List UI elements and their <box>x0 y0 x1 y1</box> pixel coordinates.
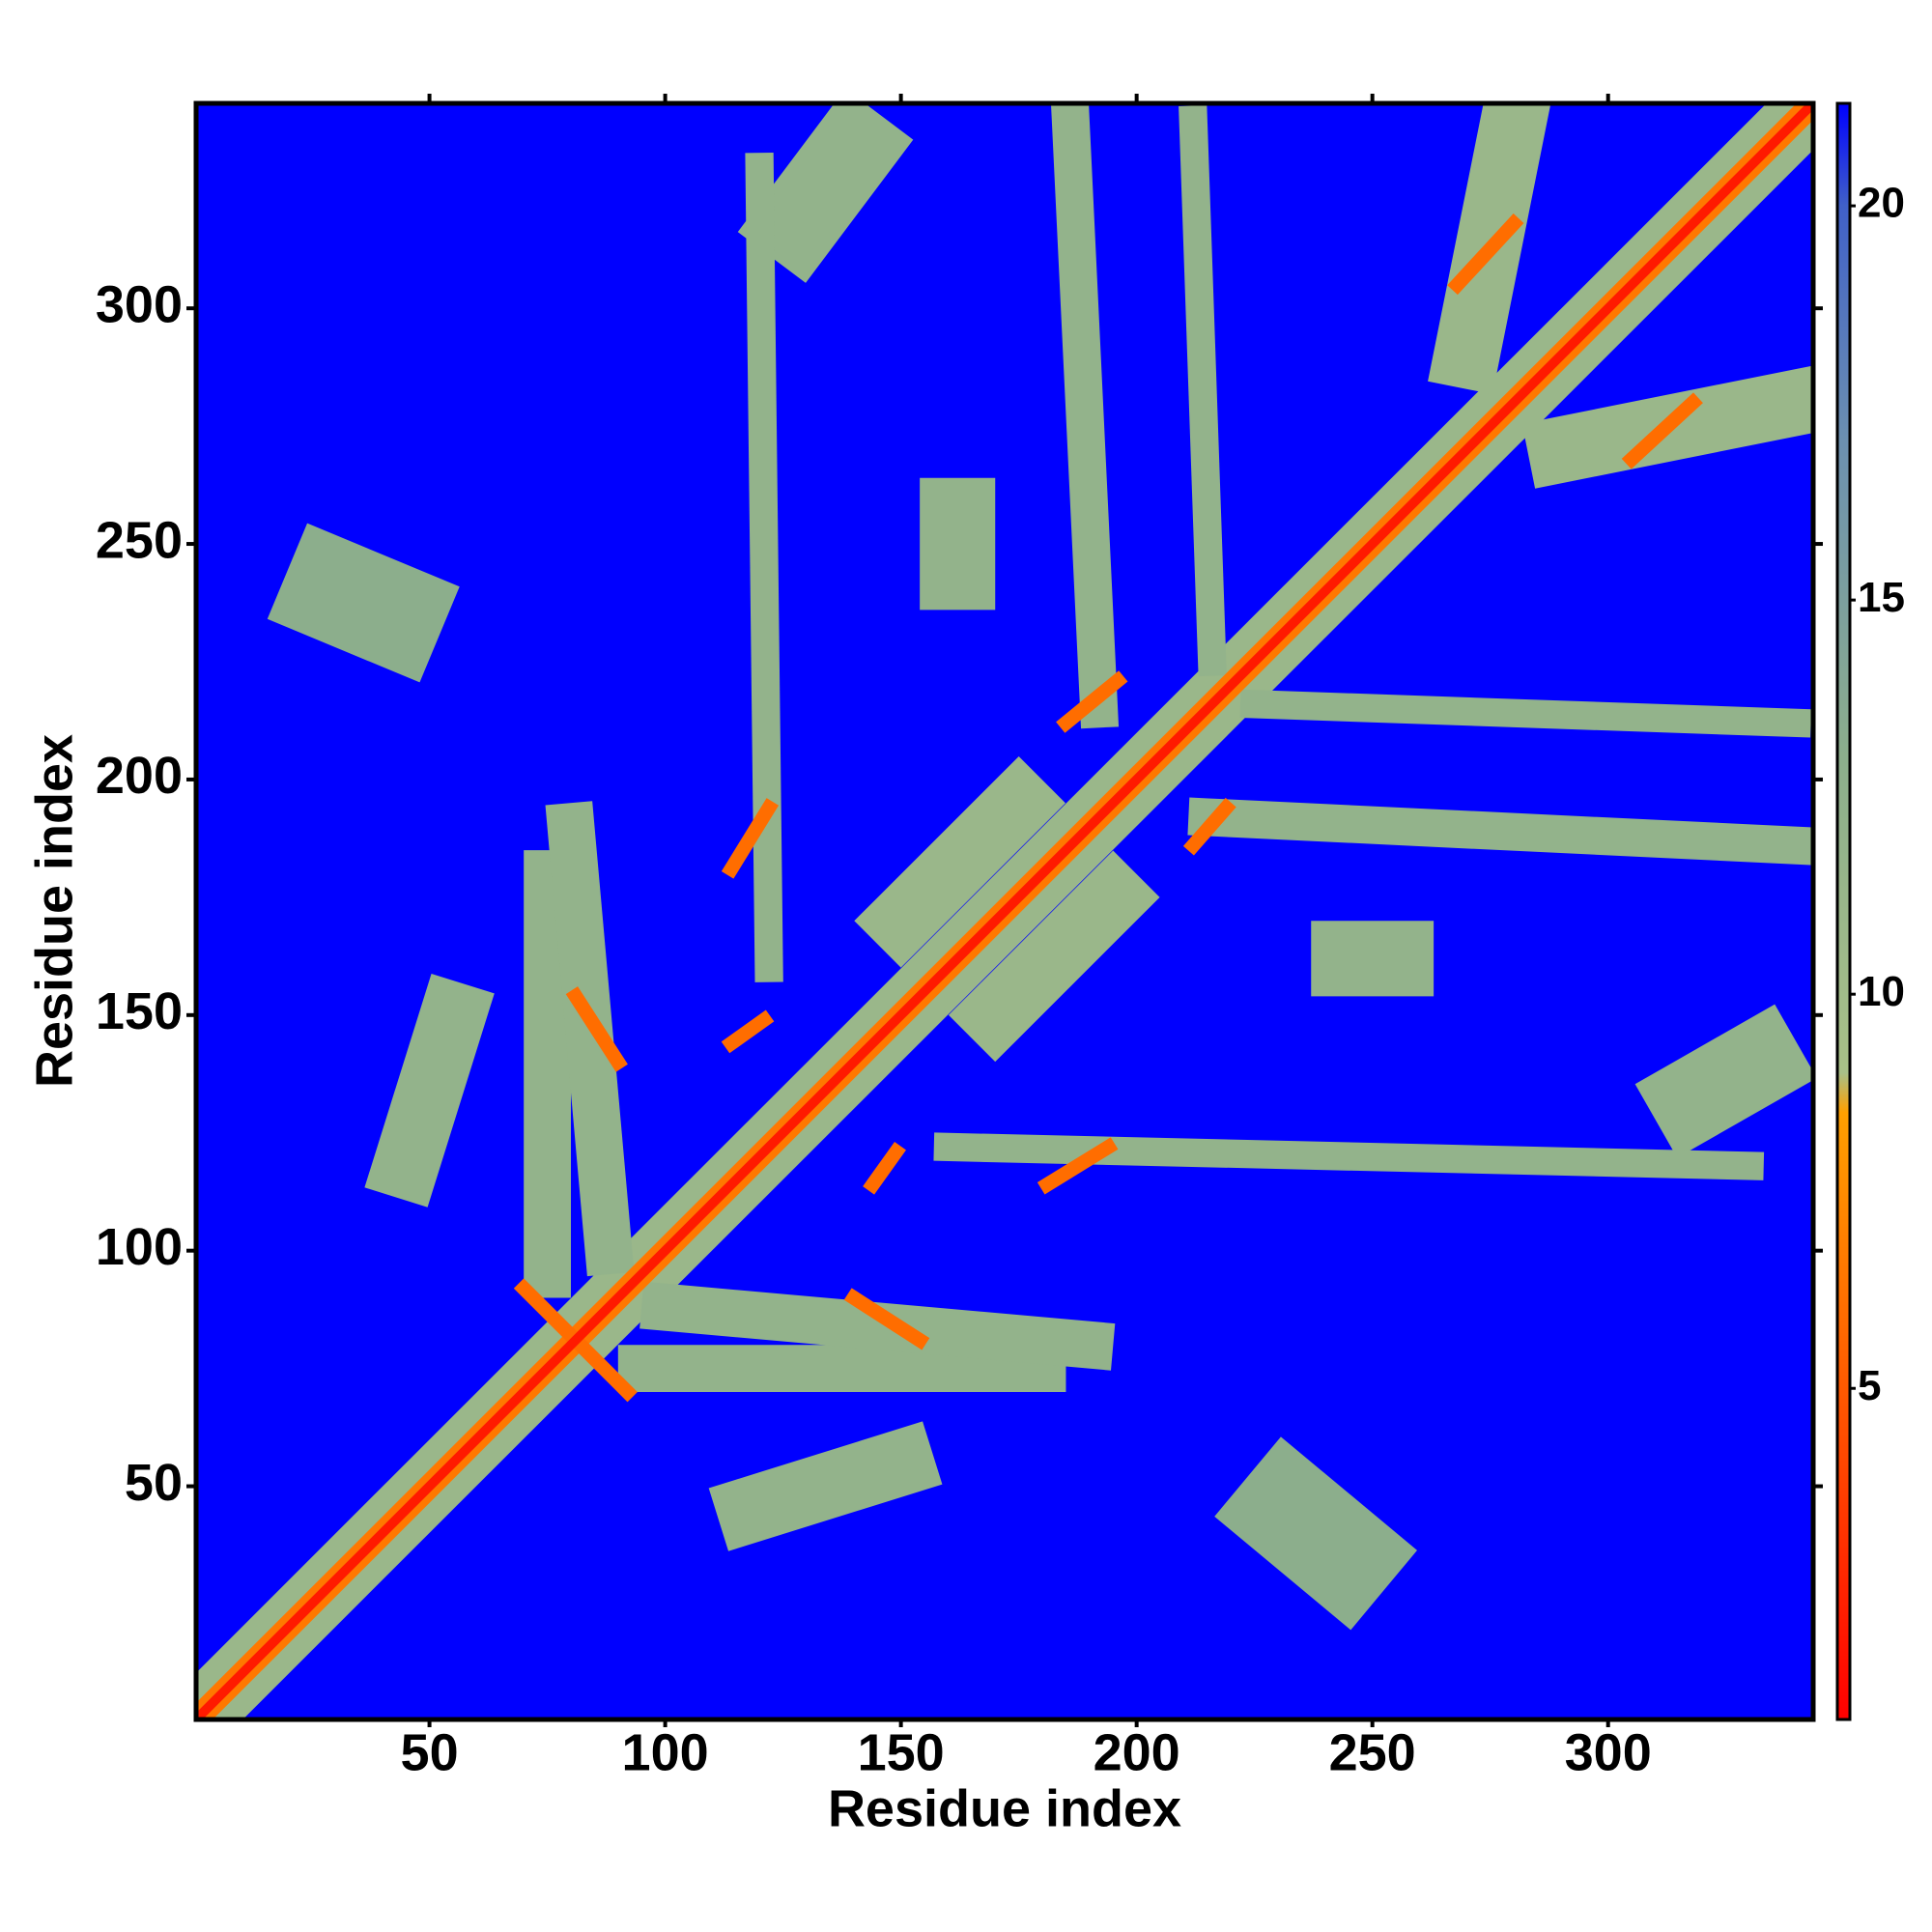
contact-patch <box>737 103 914 283</box>
contact-patch <box>565 986 628 1072</box>
contact-patch <box>721 1009 775 1054</box>
plot-area <box>196 103 1813 1719</box>
x-tick-label: 50 <box>401 1723 459 1781</box>
colorbar-tick-label: 5 <box>1858 1362 1881 1409</box>
contact-patch <box>854 756 1065 968</box>
x-tick-label: 200 <box>1094 1723 1180 1781</box>
x-tick-label: 100 <box>622 1723 709 1781</box>
colorbar-tick-label: 10 <box>1858 968 1905 1015</box>
contact-patch <box>745 153 783 982</box>
contact-patch <box>1447 213 1524 296</box>
contact-patch <box>1179 104 1227 677</box>
y-tick-label: 200 <box>96 747 183 805</box>
contact-patch <box>364 974 495 1208</box>
colorbar <box>1835 101 1852 1721</box>
y-tick-label: 250 <box>96 511 183 569</box>
x-tick-label: 300 <box>1565 1723 1652 1781</box>
x-tick-label: 150 <box>858 1723 945 1781</box>
contact-patch <box>196 103 1813 1719</box>
contact-patch <box>267 523 460 683</box>
contact-patch <box>1182 797 1236 856</box>
contact-patch <box>933 1132 1765 1180</box>
contact-patch <box>545 801 635 1277</box>
y-axis-title: Residue index <box>25 734 83 1088</box>
contact-patch <box>863 1142 906 1195</box>
contact-patch <box>1056 670 1128 733</box>
contact-patch <box>1037 1137 1119 1195</box>
contact-patch <box>1521 365 1813 489</box>
contact-patch <box>1050 103 1120 729</box>
contact-patch <box>1634 1004 1813 1158</box>
plot-frame <box>193 100 1816 1722</box>
colorbar-tick-label: 20 <box>1858 180 1905 227</box>
x-tick-label: 250 <box>1329 1723 1416 1781</box>
y-tick-label: 100 <box>96 1218 183 1276</box>
contact-patch <box>708 1421 943 1551</box>
contact-patch <box>721 798 780 879</box>
contact-patch <box>1187 797 1813 866</box>
contact-patch <box>1214 1436 1418 1631</box>
contact-patch <box>1239 689 1812 738</box>
y-tick-label: 300 <box>96 275 183 333</box>
contact-patch <box>639 1281 1116 1371</box>
contact-patch <box>1621 392 1703 469</box>
y-tick-label: 150 <box>96 982 183 1040</box>
y-tick-label: 50 <box>125 1454 183 1512</box>
contact-patch <box>843 1288 930 1350</box>
contact-patch <box>1428 103 1551 395</box>
x-axis-title: Residue index <box>828 1779 1181 1837</box>
colorbar-tick-label: 15 <box>1858 574 1905 621</box>
contact-patch <box>948 850 1160 1063</box>
